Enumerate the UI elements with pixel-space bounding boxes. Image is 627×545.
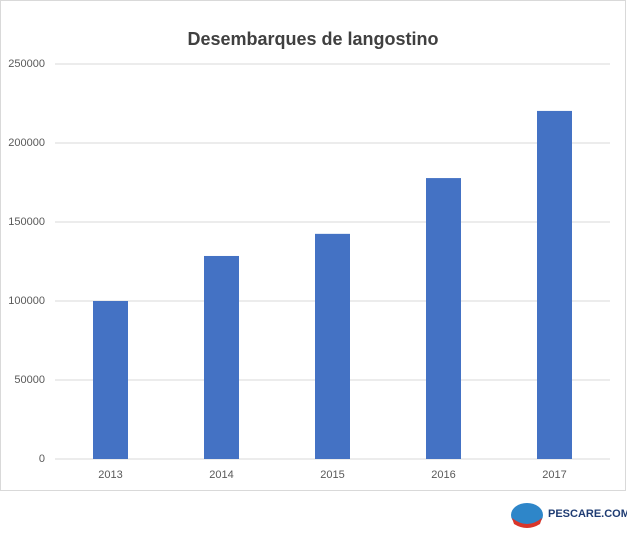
logo: PESCARE.COM.AR: [511, 503, 627, 528]
bar: [204, 255, 239, 459]
y-tick-label: 250000: [8, 58, 45, 70]
chart-title: Desembarques de langostino: [187, 29, 438, 49]
y-tick-label: 0: [39, 453, 45, 465]
x-tick-label: 2015: [320, 469, 344, 481]
x-tick-label: 2014: [209, 469, 233, 481]
y-tick-label: 100000: [8, 295, 45, 307]
x-tick-label: 2016: [431, 469, 455, 481]
logo-text: PESCARE.COM.AR: [548, 508, 627, 520]
bar: [537, 110, 572, 460]
y-tick-label: 150000: [8, 216, 45, 228]
logo-boat: [512, 518, 542, 528]
x-tick-label: 2017: [542, 469, 566, 481]
y-tick-label: 50000: [14, 374, 45, 386]
logo-icon: [511, 503, 543, 527]
bar: [315, 233, 350, 459]
bar: [426, 178, 461, 460]
y-tick-label: 200000: [8, 137, 45, 149]
bar: [93, 301, 128, 459]
x-tick-label: 2013: [98, 469, 122, 481]
